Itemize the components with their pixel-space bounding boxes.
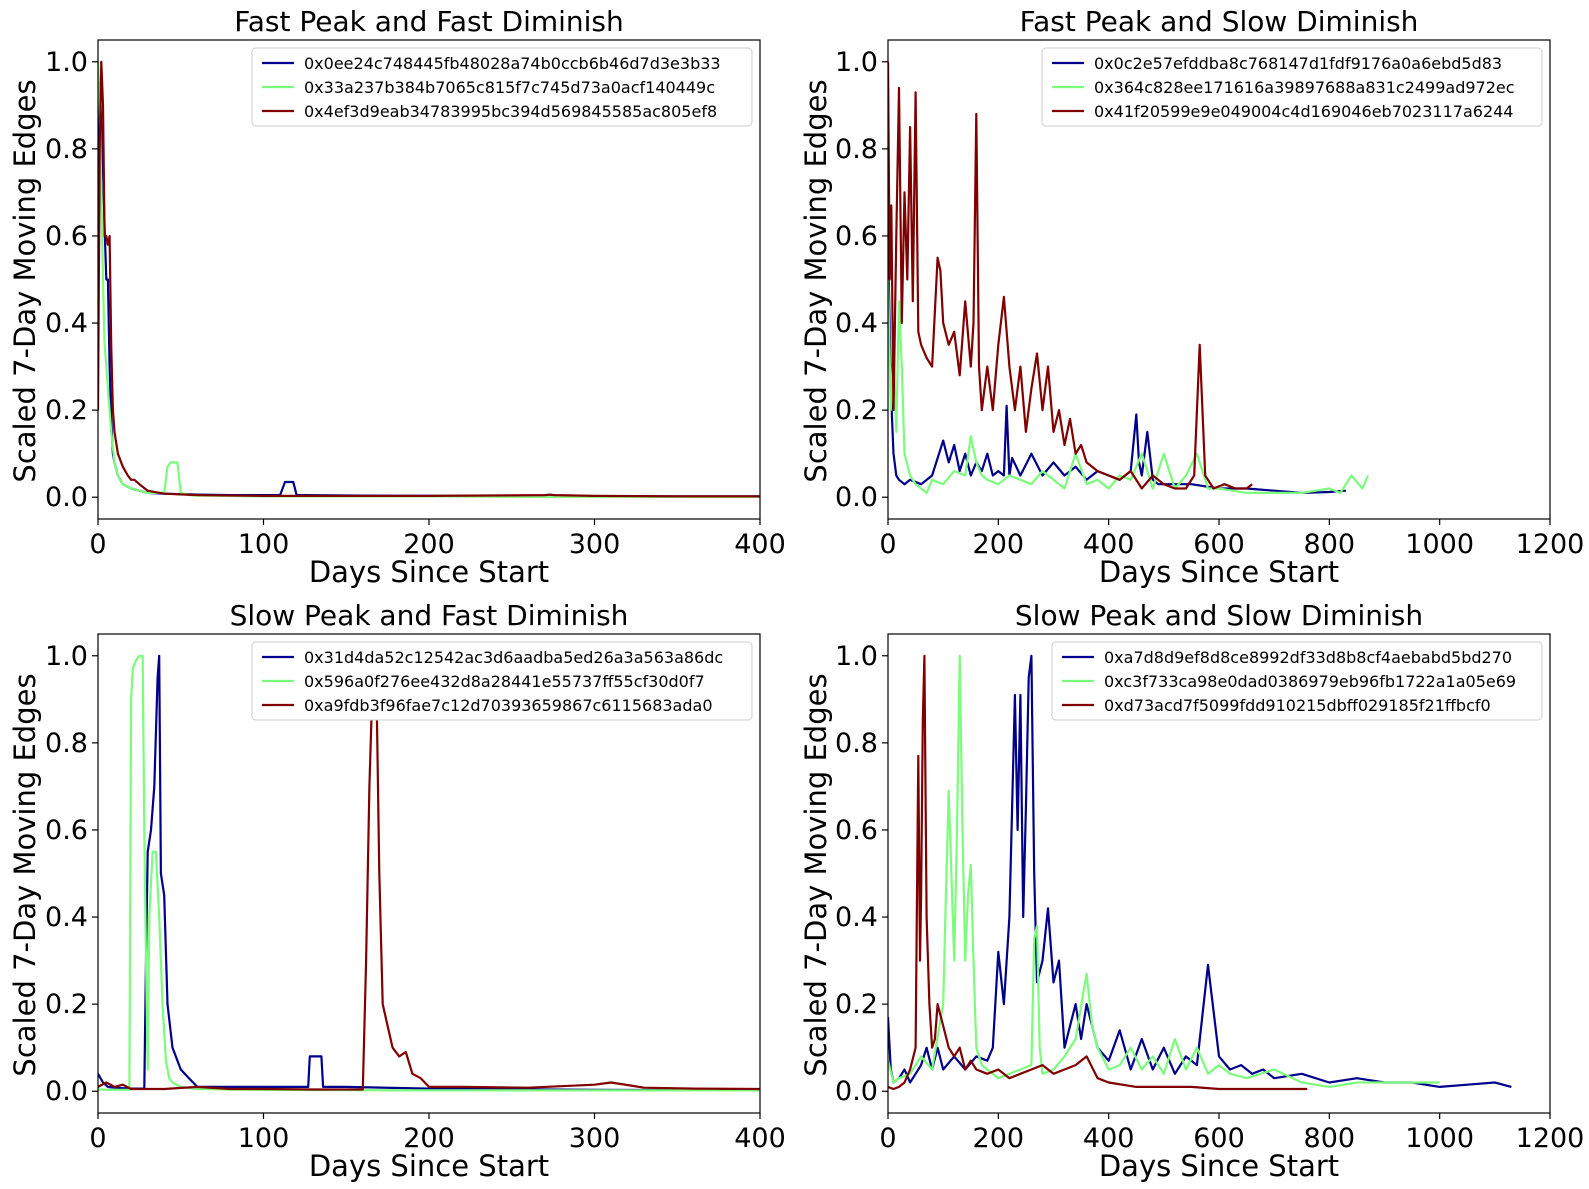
y-tick-label: 1.0 — [45, 47, 88, 78]
chart-title: Slow Peak and Fast Diminish — [230, 599, 629, 632]
series-line-1 — [98, 654, 760, 1092]
x-tick-label: 0 — [89, 1123, 106, 1154]
y-tick-label: 0.8 — [835, 728, 878, 759]
chart-title: Slow Peak and Slow Diminish — [1015, 599, 1423, 632]
y-axis-label: Scaled 7-Day Moving Edges — [8, 673, 42, 1076]
y-tick-label: 0.6 — [835, 221, 878, 252]
x-tick-label: 800 — [1304, 529, 1356, 560]
series-line-2 — [888, 654, 1440, 1089]
series-line-1 — [888, 235, 1346, 494]
x-tick-label: 100 — [238, 529, 290, 560]
x-tick-label: 200 — [973, 1123, 1025, 1154]
y-tick-label: 0.8 — [45, 728, 88, 759]
y-tick-label: 0.4 — [835, 902, 878, 933]
legend-label: 0xa9fdb3f96fae7c12d70393659867c6115683ad… — [304, 696, 713, 715]
x-tick-label: 800 — [1304, 1123, 1356, 1154]
plot-area: 0 200 400 600 800 1000 1200 0.0 0.2 0.4 0.6 0.8 1.0 0… — [835, 39, 1585, 560]
legend-label: 0xd73acd7f5099fdd910215dbff029185f21ffbc… — [1104, 696, 1491, 715]
x-tick-label: 0 — [89, 529, 106, 560]
x-tick-label: 600 — [1193, 1123, 1245, 1154]
series-line-2 — [98, 654, 760, 1092]
series-line-1 — [888, 654, 1512, 1089]
series-line-2 — [98, 61, 760, 498]
y-axis-label: Scaled 7-Day Moving Edges — [799, 79, 833, 482]
y-tick-label: 0.0 — [835, 482, 878, 513]
y-tick-label: 1.0 — [45, 641, 88, 672]
series-line-3 — [888, 654, 1308, 1091]
y-tick-label: 0.6 — [45, 815, 88, 846]
y-tick-label: 0.2 — [835, 989, 878, 1020]
legend-label: 0x0ee24c748445fb48028a74b0ccb6b46d7d3e3b… — [304, 54, 721, 73]
chart-title: Fast Peak and Slow Diminish — [1020, 5, 1419, 38]
legend-label: 0x596a0f276ee432d8a28441e55737ff55cf30d0… — [304, 672, 705, 691]
y-tick-label: 0.0 — [45, 1076, 88, 1107]
x-tick-label: 1200 — [1516, 1123, 1585, 1154]
legend: 0x0c2e57efddba8c768147d1fdf9176a0a6ebd5d… — [1041, 47, 1543, 127]
y-tick-label: 0.2 — [45, 989, 88, 1020]
y-axis-label: Scaled 7-Day Moving Edges — [799, 673, 833, 1076]
legend-label: 0x364c828ee171616a39897688a831c2499ad972… — [1094, 78, 1515, 97]
x-tick-label: 400 — [734, 1123, 786, 1154]
y-tick-label: 0.2 — [45, 395, 88, 426]
y-tick-label: 1.0 — [835, 641, 878, 672]
x-tick-label: 600 — [1193, 529, 1245, 560]
legend: 0x0ee24c748445fb48028a74b0ccb6b46d7d3e3b… — [251, 47, 753, 127]
panel-fast-peak-fast-diminish: Fast Peak and Fast Diminish Days Since S… — [8, 5, 786, 589]
panel-slow-peak-slow-diminish: Slow Peak and Slow Diminish Days Since S… — [799, 599, 1584, 1183]
x-tick-label: 300 — [569, 529, 621, 560]
x-tick-label: 1000 — [1405, 529, 1474, 560]
legend: 0xa7d8d9ef8d8ce8992df33d8b8cf4aebabd5bd2… — [1051, 641, 1543, 721]
x-axis-label: Days Since Start — [309, 1149, 549, 1183]
x-axis-label: Days Since Start — [1099, 555, 1339, 589]
y-tick-label: 1.0 — [835, 47, 878, 78]
x-tick-label: 200 — [403, 1123, 455, 1154]
y-tick-label: 0.6 — [45, 221, 88, 252]
legend-label: 0x41f20599e9e049004c4d169046eb7023117a62… — [1094, 102, 1513, 121]
y-tick-label: 0.4 — [45, 902, 88, 933]
y-tick-label: 0.4 — [45, 308, 88, 339]
legend: 0x31d4da52c12542ac3d6aadba5ed26a3a563a86… — [251, 641, 753, 721]
series-line-3 — [98, 60, 760, 498]
series-line-1 — [98, 82, 760, 498]
series-line-3 — [888, 61, 1253, 490]
x-axis-label: Days Since Start — [1099, 1149, 1339, 1183]
y-tick-label: 0.6 — [835, 815, 878, 846]
plot-area: 0 200 400 600 800 1000 1200 0.0 0.2 0.4 0.6 0.8 1.0 0… — [835, 633, 1585, 1154]
legend-label: 0x31d4da52c12542ac3d6aadba5ed26a3a563a86… — [304, 648, 723, 667]
x-tick-label: 0 — [879, 1123, 896, 1154]
x-tick-label: 200 — [403, 529, 455, 560]
x-tick-label: 100 — [238, 1123, 290, 1154]
x-tick-label: 400 — [1083, 1123, 1135, 1154]
legend-label: 0xa7d8d9ef8d8ce8992df33d8b8cf4aebabd5bd2… — [1104, 648, 1512, 667]
x-tick-label: 1000 — [1405, 1123, 1474, 1154]
x-tick-label: 200 — [973, 529, 1025, 560]
x-tick-label: 0 — [879, 529, 896, 560]
panel-slow-peak-fast-diminish: Slow Peak and Fast Diminish Days Since S… — [8, 599, 786, 1183]
y-tick-label: 0.2 — [835, 395, 878, 426]
panel-fast-peak-slow-diminish: Fast Peak and Slow Diminish Days Since S… — [799, 5, 1584, 589]
series-line-2 — [888, 279, 1370, 494]
y-axis-label: Scaled 7-Day Moving Edges — [8, 79, 42, 482]
x-tick-label: 400 — [734, 529, 786, 560]
y-tick-label: 0.8 — [835, 134, 878, 165]
series-line-3 — [98, 654, 760, 1091]
legend-label: 0x33a237b384b7065c815f7c745d73a0acf14044… — [304, 78, 715, 97]
legend-label: 0x0c2e57efddba8c768147d1fdf9176a0a6ebd5d… — [1094, 54, 1502, 73]
legend-label: 0x4ef3d9eab34783995bc394d569845585ac805e… — [304, 102, 717, 121]
plot-area: 0 100 200 300 400 0.0 0.2 0.4 0.6 0.8 1.0 0x0ee24c7… — [45, 39, 786, 560]
legend-label: 0xc3f733ca98e0dad0386979eb96fb1722a1a05e… — [1104, 672, 1516, 691]
x-axis-label: Days Since Start — [309, 555, 549, 589]
chart-title: Fast Peak and Fast Diminish — [234, 5, 624, 38]
y-tick-label: 0.8 — [45, 134, 88, 165]
x-tick-label: 400 — [1083, 529, 1135, 560]
y-tick-label: 0.0 — [45, 482, 88, 513]
plot-area: 0 100 200 300 400 0.0 0.2 0.4 0.6 0.8 1.0 0x31d4da5… — [45, 633, 786, 1154]
x-tick-label: 300 — [569, 1123, 621, 1154]
y-tick-label: 0.0 — [835, 1076, 878, 1107]
y-tick-label: 0.4 — [835, 308, 878, 339]
x-tick-label: 1200 — [1516, 529, 1585, 560]
